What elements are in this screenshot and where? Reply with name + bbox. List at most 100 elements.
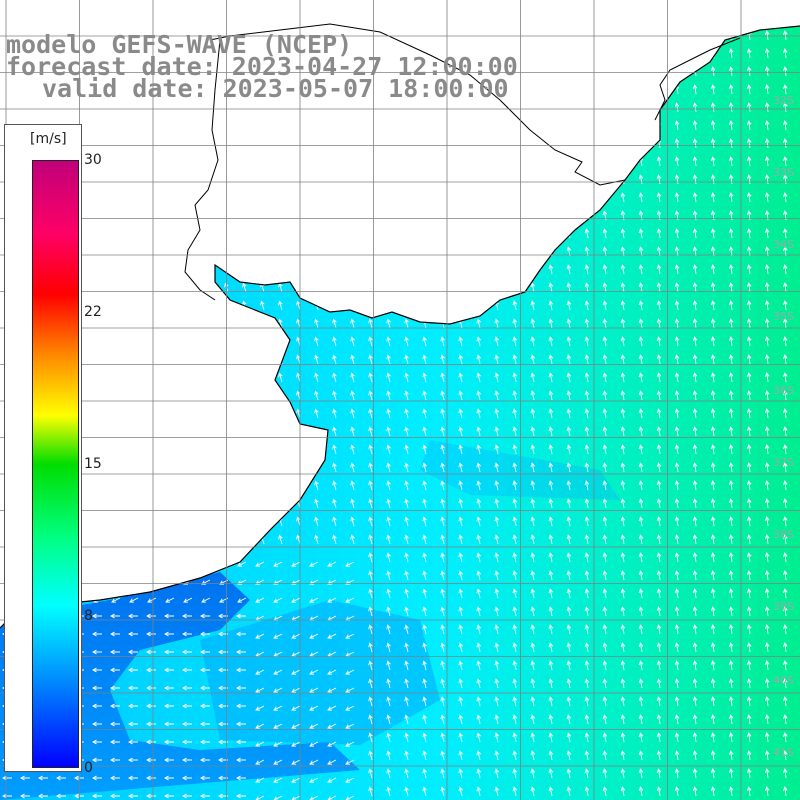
wind-arrow [236, 631, 246, 637]
wind-arrow [38, 793, 48, 799]
wind-arrow [440, 732, 445, 743]
wind-arrow [674, 246, 680, 257]
wind-arrow [327, 669, 337, 675]
wind-arrow [674, 228, 680, 239]
wind-arrow [746, 462, 752, 473]
wind-arrow [440, 462, 445, 473]
wind-arrow [476, 408, 481, 419]
wind-arrow [146, 703, 156, 709]
wind-arrow [584, 498, 590, 509]
wind-arrow [692, 768, 698, 779]
wind-arrow [386, 552, 391, 563]
wind-arrow [548, 408, 554, 419]
wind-arrow [458, 390, 463, 401]
lat-label: 32S [773, 94, 794, 107]
wind-arrow [602, 336, 608, 347]
wind-arrow [422, 408, 427, 419]
wind-arrow [782, 120, 788, 131]
wind-arrow [422, 588, 427, 599]
wind-arrow [764, 354, 770, 365]
wind-arrow [728, 66, 734, 77]
wind-arrow [327, 795, 337, 800]
wind-arrow [656, 174, 662, 185]
wind-arrow [746, 354, 752, 365]
wind-arrow [350, 390, 355, 401]
wind-arrow [692, 660, 698, 671]
wind-arrow [584, 228, 590, 239]
wind-arrow [327, 633, 337, 639]
wind-arrow [782, 480, 788, 491]
wind-arrow [92, 721, 102, 727]
wind-arrow [494, 462, 500, 473]
wind-arrow [782, 714, 788, 725]
wind-arrow [404, 318, 409, 329]
wind-arrow [386, 408, 391, 419]
wind-arrow [656, 390, 662, 401]
wind-arrow [110, 631, 120, 637]
wind-arrow [458, 768, 463, 779]
wind-arrow [458, 570, 463, 581]
wind-arrow [584, 588, 590, 599]
wind-arrow [345, 597, 355, 603]
wind-arrow [746, 48, 752, 59]
wind-arrow [782, 588, 788, 599]
wind-arrow [345, 777, 355, 783]
wind-arrow [458, 372, 463, 383]
wind-arrow [764, 48, 770, 59]
wind-arrow [404, 462, 409, 473]
wind-arrow [602, 534, 608, 545]
wind-arrow [236, 739, 246, 745]
wind-arrow [332, 354, 337, 365]
wind-arrow [332, 444, 337, 455]
wind-arrow [746, 606, 752, 617]
wind-arrow [404, 354, 409, 365]
wind-arrow [242, 282, 247, 293]
wind-arrow [620, 534, 626, 545]
wind-arrow [350, 480, 355, 491]
wind-arrow [422, 768, 427, 779]
wind-arrow [368, 678, 373, 689]
wind-arrow [584, 318, 590, 329]
wind-arrow [2, 793, 12, 799]
wind-arrow [566, 714, 572, 725]
wind-arrow [764, 642, 770, 653]
wind-arrow [620, 318, 626, 329]
wind-arrow [2, 775, 12, 781]
wind-arrow [458, 606, 463, 617]
wind-arrow [656, 480, 662, 491]
wind-arrow [345, 723, 355, 729]
wind-arrow [638, 696, 644, 707]
wind-arrow [255, 723, 265, 729]
wind-arrow [638, 516, 644, 527]
wind-arrow [620, 390, 626, 401]
wind-arrow [566, 300, 572, 311]
wind-arrow [782, 534, 788, 545]
wind-arrow [782, 462, 788, 473]
wind-arrow [692, 354, 698, 365]
wind-arrow [512, 552, 518, 563]
wind-arrow [782, 768, 788, 779]
lagoon-outline [654, 37, 741, 121]
wind-arrow [764, 120, 770, 131]
wind-arrow [146, 775, 156, 781]
wind-arrow [422, 480, 427, 491]
wind-arrow [440, 480, 445, 491]
wind-arrow [128, 703, 138, 709]
wind-arrow [602, 354, 608, 365]
wind-arrow [584, 408, 590, 419]
wind-arrow [128, 613, 138, 619]
wind-arrow [638, 786, 644, 797]
wind-arrow [656, 534, 662, 545]
wind-arrow [602, 588, 608, 599]
wind-arrow [746, 282, 752, 293]
wind-arrow [458, 444, 463, 455]
wind-arrow [728, 138, 734, 149]
wind-arrow [602, 282, 608, 293]
wind-arrow [128, 685, 138, 691]
wind-arrow [764, 102, 770, 113]
wind-arrow [728, 282, 734, 293]
wind-arrow [782, 138, 788, 149]
wind-arrow [692, 426, 698, 437]
wind-arrow [746, 300, 752, 311]
wind-arrow [278, 318, 283, 329]
